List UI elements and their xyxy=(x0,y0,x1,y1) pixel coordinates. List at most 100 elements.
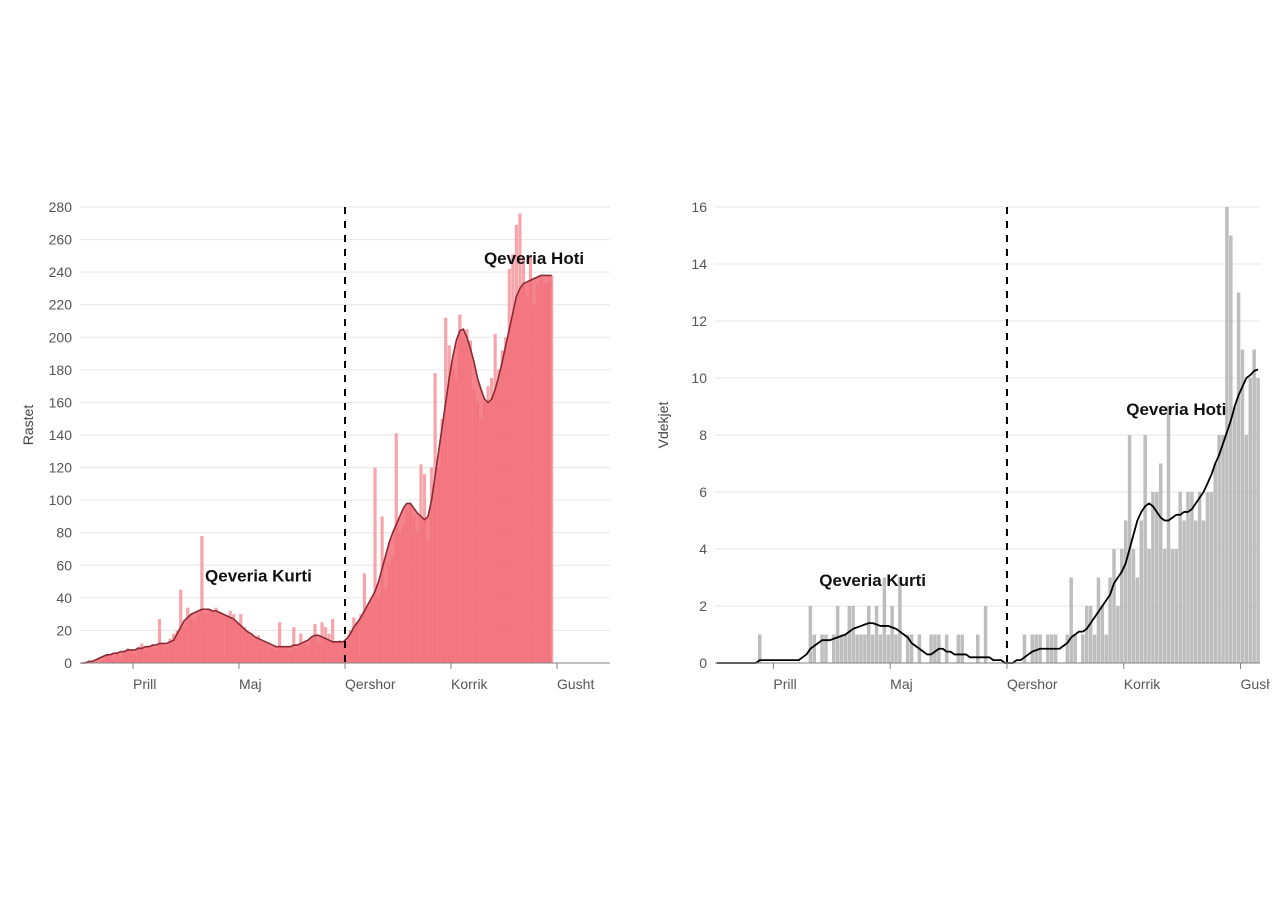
cases-y-axis-label: Rastet xyxy=(20,405,36,445)
cases-chart-panel: Rastet 020406080100120140160180200220240… xyxy=(20,187,620,727)
y-tick-label: 180 xyxy=(49,362,73,378)
bar xyxy=(1034,635,1038,664)
y-tick-label: 20 xyxy=(56,622,72,638)
x-tick-label: Maj xyxy=(890,676,913,692)
bar xyxy=(1206,492,1210,663)
bar xyxy=(1124,521,1128,664)
bar xyxy=(1182,521,1186,664)
bar xyxy=(1081,635,1085,664)
charts-container: Rastet 020406080100120140160180200220240… xyxy=(0,0,1280,914)
bar xyxy=(929,635,933,664)
bar xyxy=(851,606,855,663)
bar xyxy=(1143,435,1147,663)
bar xyxy=(1104,635,1108,664)
y-tick-label: 240 xyxy=(49,264,73,280)
deaths-chart-panel: Vdekjet 0246810121416PrillMajQershorKorr… xyxy=(655,187,1270,727)
bar xyxy=(1101,606,1105,663)
y-tick-label: 6 xyxy=(699,484,707,500)
bar xyxy=(863,635,867,664)
y-tick-label: 280 xyxy=(49,199,73,215)
bar xyxy=(1085,606,1089,663)
x-tick-label: Prill xyxy=(773,676,796,692)
bar xyxy=(1159,464,1163,664)
y-tick-label: 10 xyxy=(691,370,707,386)
bar xyxy=(1198,492,1202,663)
bar xyxy=(1237,293,1241,664)
y-tick-label: 60 xyxy=(56,557,72,573)
bar xyxy=(1213,464,1217,664)
y-tick-label: 0 xyxy=(699,655,707,671)
x-tick-label: Gusht xyxy=(557,676,594,692)
bar xyxy=(886,635,890,664)
bar xyxy=(1186,492,1190,663)
annotation-label: Qeveria Hoti xyxy=(484,249,584,268)
bar xyxy=(984,606,988,663)
bar xyxy=(1140,521,1144,664)
x-tick-label: Qershor xyxy=(345,676,396,692)
bar xyxy=(1093,635,1097,664)
bar xyxy=(976,635,980,664)
bar xyxy=(945,635,949,664)
bar xyxy=(813,635,817,664)
annotation-label: Qeveria Kurti xyxy=(819,571,926,590)
bar xyxy=(1097,578,1101,664)
y-tick-label: 2 xyxy=(699,598,707,614)
bar xyxy=(824,635,828,664)
bar xyxy=(1221,435,1225,663)
x-tick-label: Korrik xyxy=(1124,676,1162,692)
y-tick-label: 12 xyxy=(691,313,707,329)
bar xyxy=(820,635,824,664)
bar xyxy=(879,635,883,664)
y-tick-label: 260 xyxy=(49,232,73,248)
bar xyxy=(1229,236,1233,664)
annotation-label: Qeveria Kurti xyxy=(205,567,312,586)
bar xyxy=(1151,492,1155,663)
bar xyxy=(855,635,859,664)
cases-chart: 020406080100120140160180200220240260280P… xyxy=(20,197,620,717)
bar xyxy=(871,635,875,664)
y-tick-label: 100 xyxy=(49,492,73,508)
y-tick-label: 40 xyxy=(56,590,72,606)
y-tick-label: 140 xyxy=(49,427,73,443)
bar xyxy=(1116,606,1120,663)
bar xyxy=(848,606,852,663)
y-tick-label: 80 xyxy=(56,525,72,541)
bar xyxy=(1217,435,1221,663)
bar xyxy=(758,635,762,664)
deaths-chart: 0246810121416PrillMajQershorKorrikGushQe… xyxy=(655,197,1270,717)
bar xyxy=(1163,549,1167,663)
bar xyxy=(1249,378,1253,663)
bar xyxy=(844,635,848,664)
y-tick-label: 8 xyxy=(699,427,707,443)
bar xyxy=(910,635,914,664)
bar xyxy=(1073,635,1077,664)
bar xyxy=(1175,549,1179,663)
bar xyxy=(875,606,879,663)
bar xyxy=(960,635,964,664)
bar xyxy=(867,606,871,663)
bar xyxy=(1089,606,1093,663)
bar xyxy=(1190,492,1194,663)
x-tick-label: Gush xyxy=(1241,676,1270,692)
bar xyxy=(933,635,937,664)
bar xyxy=(1132,549,1136,663)
bar xyxy=(1155,492,1159,663)
bar xyxy=(1069,578,1073,664)
y-tick-label: 120 xyxy=(49,460,73,476)
bar xyxy=(1241,350,1245,664)
deaths-y-axis-label: Vdekjet xyxy=(655,402,671,449)
x-tick-label: Prill xyxy=(133,676,156,692)
y-tick-label: 0 xyxy=(64,655,72,671)
bar xyxy=(840,635,844,664)
y-tick-label: 14 xyxy=(691,256,707,272)
y-tick-label: 200 xyxy=(49,329,73,345)
bar xyxy=(809,606,813,663)
bar xyxy=(1245,435,1249,663)
y-tick-label: 220 xyxy=(49,297,73,313)
bar xyxy=(1194,521,1198,664)
bar xyxy=(1202,521,1206,664)
bar xyxy=(957,635,961,664)
bar xyxy=(1252,350,1256,664)
bar xyxy=(890,606,894,663)
bar xyxy=(1120,549,1124,663)
